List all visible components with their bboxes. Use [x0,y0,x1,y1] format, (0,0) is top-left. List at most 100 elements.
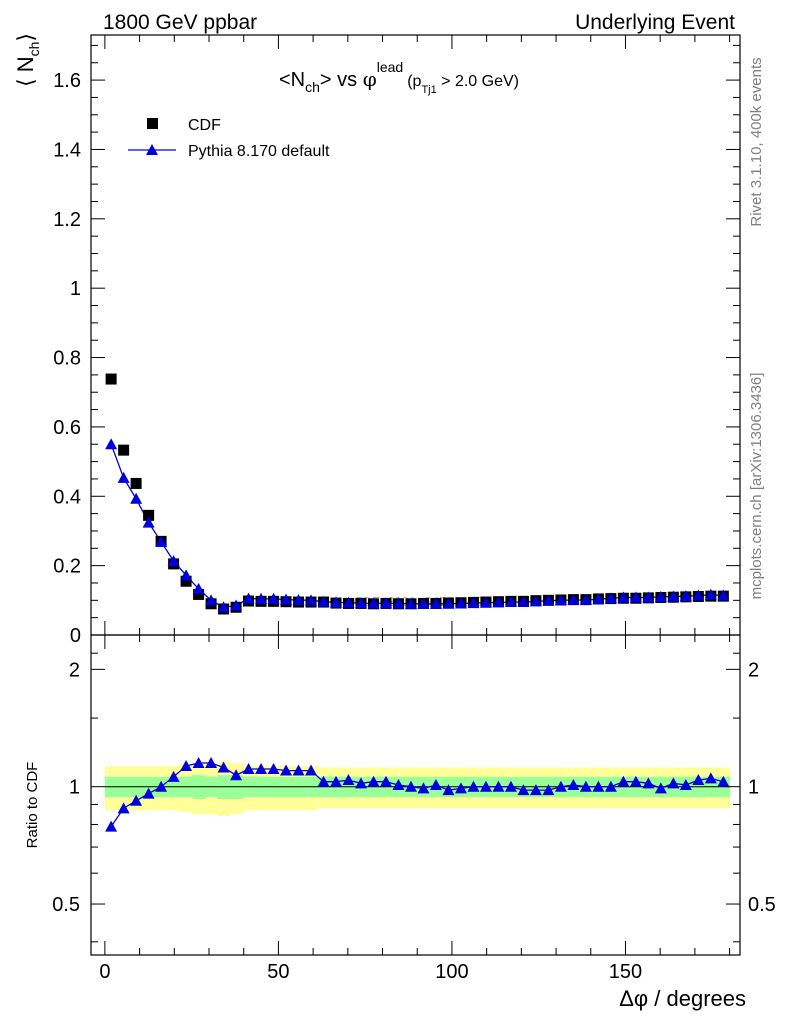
ratio-data-point [479,780,492,792]
pythia-data-point [592,593,605,605]
x-tick-label: 50 [267,961,289,983]
ratio-plot-frame [90,634,741,956]
pythia-data-point [429,597,442,609]
pythia-data-point [280,593,293,605]
ratio-y-tick-label: 2 [69,659,80,681]
ratio-data-point [492,780,505,792]
ratio-y-tick-label-right: 2 [748,659,759,681]
ratio-data-point [217,761,230,773]
ratio-data-point [142,787,155,799]
ratio-data-point [392,779,405,791]
ratio-data-point [667,777,680,789]
pythia-data-point [355,597,368,609]
pythia-data-point [205,594,218,606]
ratio-data-point [654,782,667,794]
pythia-data-point [679,590,692,602]
ylabel-sub: ch [26,42,42,57]
pythia-data-point [617,591,630,603]
ratio-data-point [704,772,717,784]
ratio-data-point [105,820,118,832]
ratio-data-point [442,784,455,796]
pythia-data-point [467,597,480,609]
cdf-data-point [180,575,192,587]
ratio-data-point [454,782,467,794]
header-right-label: Underlying Event [575,11,735,34]
pythia-data-point [529,595,542,607]
pythia-data-point [629,591,642,603]
pythia-data-point [342,596,355,608]
pythia-data-point [330,596,343,608]
ratio-data-point [617,775,630,787]
header-left-label: 1800 GeV ppbar [103,11,257,34]
ratio-data-point [592,780,605,792]
legend-pythia-marker [146,144,158,155]
title-tj1-subscript: Tj1 [421,84,436,96]
ratio-data-point [367,775,380,787]
pythia-data-point [654,590,667,602]
pythia-data-point [492,596,505,608]
ratio-data-point [292,764,305,776]
pythia-data-point [167,555,180,567]
ratio-data-point [429,779,442,791]
pythia-data-point [317,595,330,607]
title-ch-subscript: ch [305,79,320,95]
main-y-tick-label: 0.4 [53,486,81,508]
ratio-data-point [167,770,180,782]
ratio-data-point [230,769,243,781]
main-y-tick-label: 1.4 [53,139,81,161]
title-cut-open: (p [407,73,421,90]
pythia-data-point [567,593,580,605]
ratio-data-point [380,775,392,787]
ratio-data-point [317,775,330,787]
pythia-data-point [292,593,305,605]
ylabel-close: ⟩ [13,33,38,42]
pythia-data-point [305,594,318,606]
title-open: <N [279,69,305,91]
ratio-data-point [355,777,368,789]
ratio-data-point [629,775,642,787]
ratio-data-point [529,784,542,796]
pythia-data-point [142,516,155,528]
ratio-data-point [517,784,530,796]
title-vs: > vs [320,69,363,91]
pythia-data-point [542,594,555,606]
pythia-data-point [105,438,118,450]
pythia-data-point [404,597,417,609]
ratio-data-point [180,760,193,772]
ratio-data-point [155,780,168,792]
ratio-data-point [579,780,592,792]
ratio-data-points [105,757,730,832]
legend-cdf-label: CDF [188,117,221,134]
title-phi: φ [363,67,377,91]
pythia-data-point [392,597,405,609]
plot-title: <Nch> vs φlead(pTj1 > 2.0 GeV) [279,59,519,96]
pythia-data-point [367,597,380,609]
ratio-axis-ticks [91,635,740,955]
ratio-y-tick-label-right: 1 [748,777,759,799]
cdf-data-point [193,588,205,600]
ratio-data-point [404,780,417,792]
pythia-data-point [155,535,168,547]
main-y-tick-labels: 0 0.2 0.4 0.6 0.8 1 1.2 1.4 1.6 [53,70,81,647]
ratio-data-point [542,784,555,796]
pythia-data-point [579,593,592,605]
pythia-data-point [454,597,467,609]
pythia-series-line [110,443,724,608]
ratio-data-point [130,794,143,806]
pythia-data-point [479,596,492,608]
ratio-data-point [242,763,255,775]
ratio-data-point [280,764,293,776]
ratio-data-point [267,763,280,775]
ratio-data-point [205,757,218,769]
pythia-data-point [192,582,205,594]
main-axis-ticks [91,35,740,636]
pythia-data-point [504,596,517,608]
pythia-data-point [442,597,455,609]
pythia-data-point [117,471,130,483]
ratio-data-point [679,779,692,791]
pythia-data-point [554,594,567,606]
ratio-data-point [567,779,580,791]
pythia-data-point [217,601,230,613]
x-tick-label: 0 [99,961,110,983]
